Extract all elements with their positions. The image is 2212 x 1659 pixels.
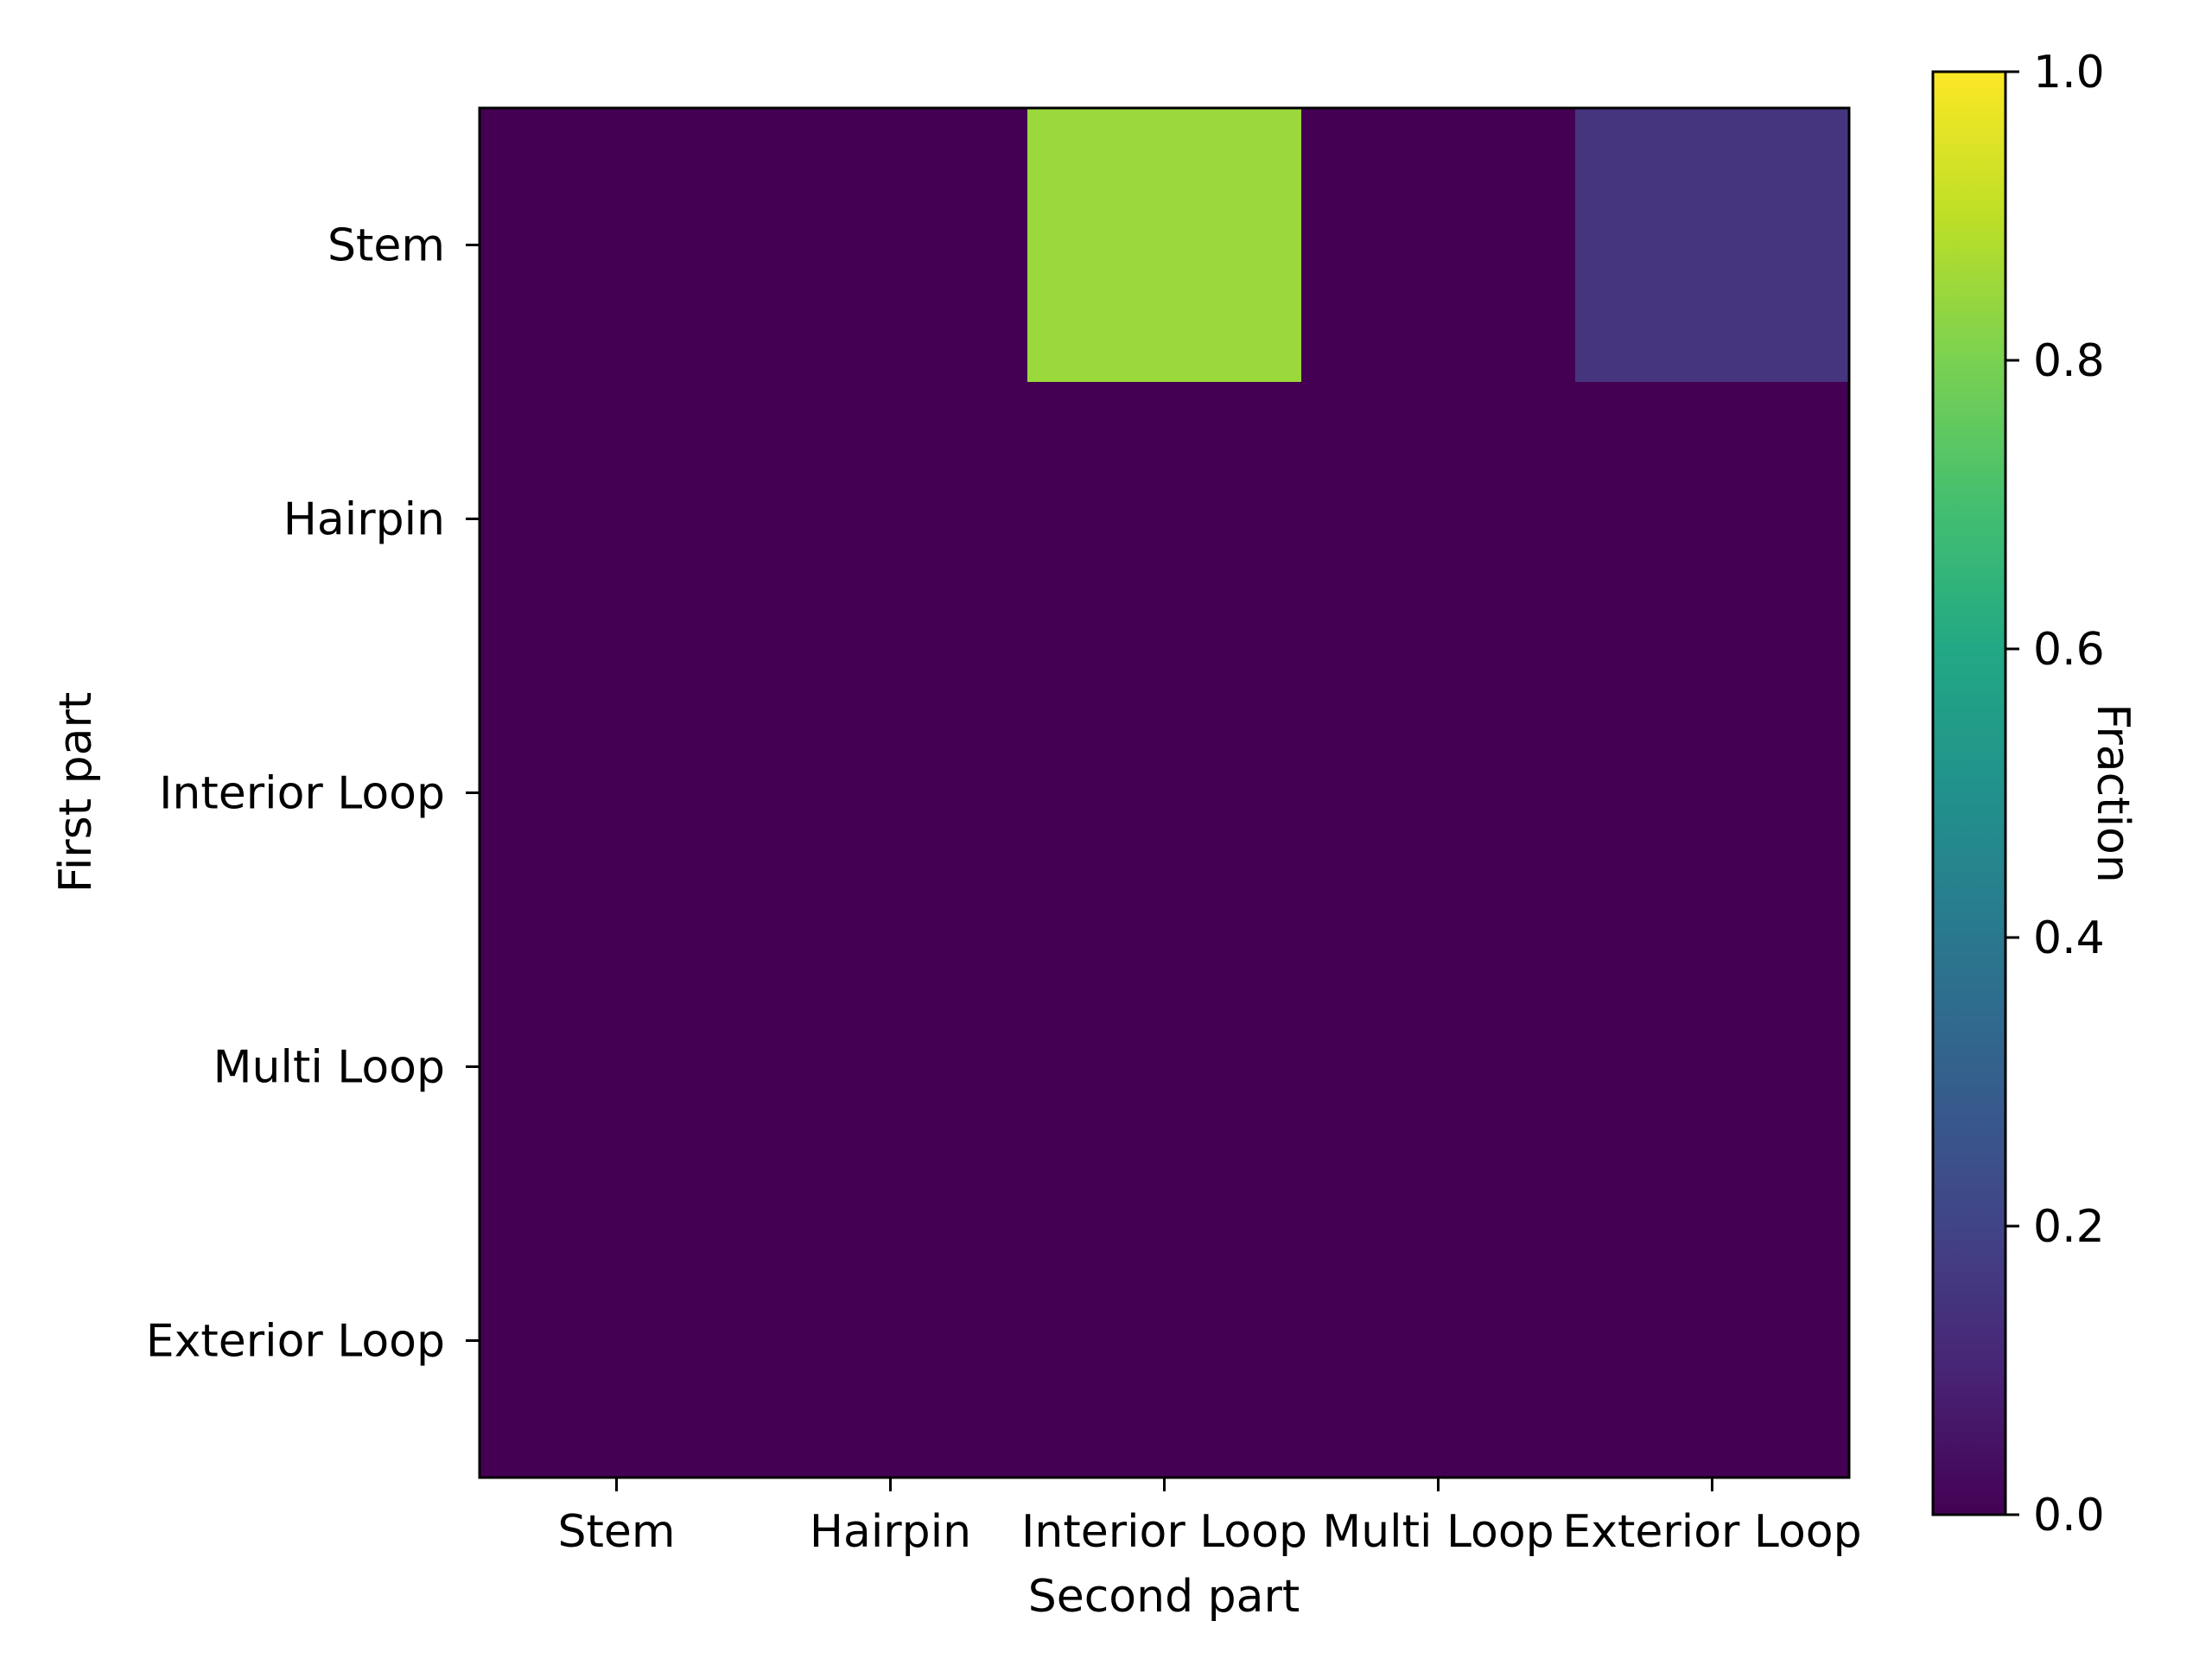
heatmap-cell [1301,1204,1576,1478]
heatmap-cell [1575,382,1850,657]
heatmap-cell [1301,382,1576,657]
y-tick-label: Hairpin [283,494,445,546]
heatmap-cell [753,108,1028,383]
y-tick-label: Exterior Loop [146,1316,445,1368]
colorbar-ticks: 0.0 0.2 0.4 0.6 0.8 1.0 [2005,47,2105,1541]
colorbar-tick-label: 0.0 [2033,1490,2105,1541]
heatmap-cell [1027,930,1302,1205]
y-tick-label: Interior Loop [159,768,445,820]
x-tick-label: Hairpin [810,1506,971,1558]
y-axis-title: First part [50,692,102,893]
heatmap-cell [1301,108,1576,383]
x-tick-label: Interior Loop [1021,1506,1307,1558]
heatmap-cell [753,656,1028,931]
heatmap-cell [1575,656,1850,931]
heatmap-cell [480,382,754,657]
heatmap-cell [480,108,754,383]
x-tick-label: Stem [557,1506,675,1558]
heatmap-cell [480,1204,754,1478]
heatmap-cell [1027,1204,1302,1478]
heatmap-cell [753,930,1028,1205]
heatmap-cell [1575,108,1850,383]
colorbar-label: Fraction [2087,703,2139,883]
colorbar-tick-label: 0.6 [2033,624,2105,676]
heatmap-cell [1301,930,1576,1205]
heatmap-cells [480,108,1850,1478]
y-tick-label: Multi Loop [213,1042,445,1094]
colorbar-tick-label: 0.2 [2033,1201,2105,1253]
y-axis-ticks: Stem Hairpin Interior Loop Multi Loop Exteri… [146,220,480,1368]
colorbar-tick-label: 1.0 [2033,47,2105,99]
heatmap-cell [1301,656,1576,931]
colorbar-tick-label: 0.8 [2033,335,2105,387]
x-axis-title: Second part [1028,1571,1300,1623]
heatmap-cell [1027,108,1302,383]
heatmap-cell [480,656,754,931]
heatmap-cell [753,1204,1028,1478]
heatmap-cell [1027,656,1302,931]
x-tick-label: Multi Loop [1322,1506,1554,1558]
heatmap-cell [480,930,754,1205]
heatmap-cell [753,382,1028,657]
y-tick-label: Stem [327,220,445,272]
heatmap-cell [1027,382,1302,657]
heatmap-cell [1575,930,1850,1205]
x-axis-ticks: Stem Hairpin Interior Loop Multi Loop Exteri… [557,1478,1862,1558]
heatmap-cell [1575,1204,1850,1478]
colorbar [1931,70,2007,1516]
colorbar-tick-label: 0.4 [2033,912,2105,964]
x-tick-label: Exterior Loop [1562,1506,1861,1558]
